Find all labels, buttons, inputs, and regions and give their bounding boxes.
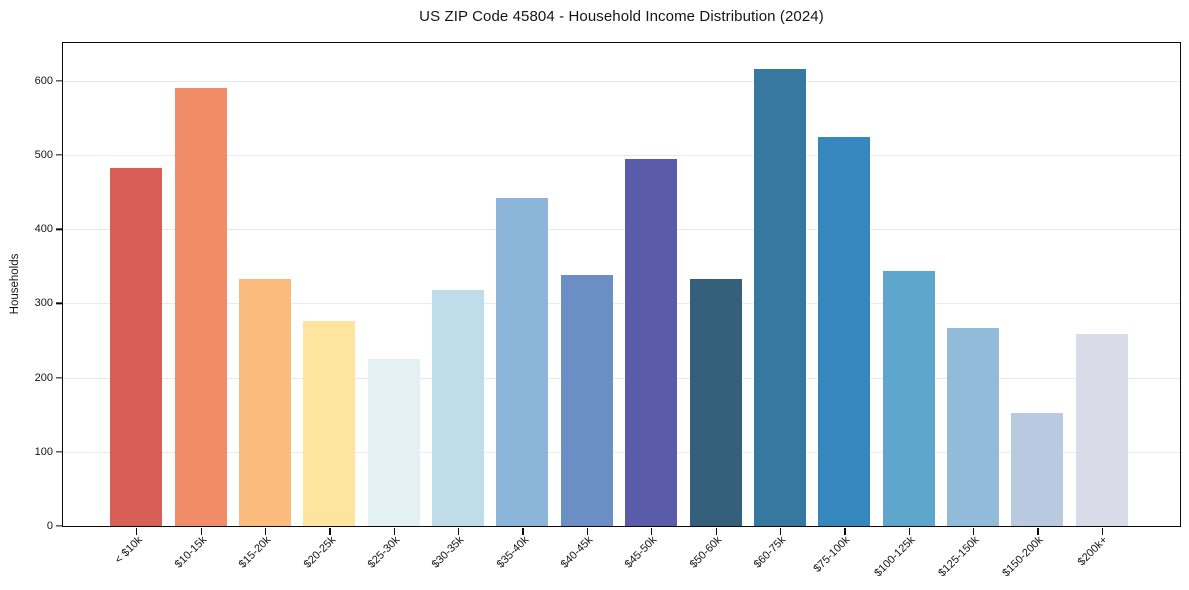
x-tick: [1101, 527, 1104, 535]
bar-slot: $125-150k: [936, 43, 1005, 579]
bar-slot: $15-20k: [233, 43, 297, 571]
x-tick-label: $30-35k: [429, 534, 467, 571]
x-tick: [458, 527, 460, 535]
y-tick: [56, 228, 63, 230]
bar: [174, 87, 227, 526]
bar-slot: $35-40k: [490, 43, 554, 571]
plot-area: < $10k $10-15k $15-20k $20-25k $25-30k $30-35…: [35, 42, 1181, 579]
y-axis-label: Households: [9, 253, 21, 315]
bar-slot: $60-75k: [748, 43, 812, 571]
x-tick-label: $60-75k: [751, 534, 789, 571]
x-tick-label: $100-125k: [871, 534, 918, 580]
gridline: [63, 303, 1180, 305]
x-tick: [1037, 527, 1039, 535]
x-tick-label: $20-25k: [301, 534, 338, 571]
x-tick-label: $125-150k: [936, 534, 982, 580]
bar-slot: $30-35k: [426, 43, 490, 571]
x-tick: [264, 527, 267, 535]
bars-container: < $10k $10-15k $15-20k $20-25k $25-30k $30-35…: [104, 43, 1134, 579]
y-tick: [56, 525, 63, 527]
x-tick: [393, 527, 395, 535]
gridline: [63, 451, 1180, 453]
x-tick-label: $75-100k: [811, 534, 853, 575]
x-tick: [586, 527, 589, 535]
y-tick-label: 600: [34, 74, 53, 87]
y-tick: [56, 376, 63, 379]
y-tick: [56, 80, 63, 82]
bar-slot: $150-200k: [1001, 43, 1069, 579]
x-tick-label: < $10k: [112, 534, 145, 567]
y-tick-label: 200: [34, 371, 53, 384]
bar: [110, 168, 163, 526]
bar-slot: $50-60k: [683, 43, 747, 571]
x-tick-label: $25-30k: [365, 534, 403, 571]
bar: [947, 327, 1000, 526]
y-tick-label: 500: [34, 149, 53, 162]
y-tick-label: 300: [34, 297, 53, 310]
bar: [882, 270, 935, 526]
gridline: [63, 80, 1180, 82]
x-tick: [779, 527, 782, 535]
y-tick-label: 0: [46, 520, 53, 532]
x-tick: [522, 527, 524, 535]
bar-slot: < $10k: [104, 43, 168, 566]
bar: [432, 290, 485, 526]
x-tick-label: $45-50k: [623, 534, 660, 571]
x-tick-label: $35-40k: [494, 534, 531, 571]
bar: [1011, 413, 1064, 526]
x-tick: [844, 527, 846, 535]
bar-slot: $100-125k: [872, 43, 941, 579]
bar: [238, 278, 291, 526]
gridline: [63, 377, 1180, 379]
x-tick-label: $40-45k: [558, 534, 596, 571]
bar: [560, 275, 613, 526]
x-tick-label: $15-20k: [236, 534, 274, 571]
x-tick: [973, 527, 975, 535]
y-tick-label: 100: [34, 445, 53, 458]
gridline: [63, 155, 1180, 157]
y-tick: [56, 154, 63, 156]
gridline: [63, 229, 1180, 231]
bar-slot: $40-45k: [555, 43, 619, 571]
x-tick-label: $150-200k: [1000, 534, 1046, 580]
bar-slot: $75-100k: [812, 43, 876, 575]
x-tick-label: $50-60k: [687, 534, 725, 571]
bar: [753, 68, 806, 526]
x-tick: [715, 527, 717, 535]
x-tick: [908, 527, 910, 535]
y-tick: [56, 302, 63, 305]
bar: [303, 321, 356, 526]
bar: [689, 278, 742, 526]
bar-slot: $10-15k: [168, 43, 232, 571]
bar-slot: $200k+: [1070, 43, 1134, 568]
bar: [367, 359, 420, 526]
bar-slot: $20-25k: [297, 43, 361, 571]
y-tick: [56, 451, 63, 453]
bar: [1075, 333, 1128, 526]
x-tick-label: $10-15k: [172, 534, 210, 571]
bar-slot: $45-50k: [619, 43, 683, 571]
bar: [625, 158, 678, 526]
x-tick-label: $200k+: [1076, 534, 1111, 569]
y-tick-label: 400: [34, 223, 53, 236]
x-tick: [200, 527, 202, 535]
bar: [818, 137, 871, 526]
chart-title: US ZIP Code 45804 - Household Income Dis…: [419, 8, 824, 25]
x-tick: [329, 527, 331, 535]
bar: [496, 198, 549, 526]
x-tick: [136, 527, 138, 535]
x-tick: [651, 527, 653, 535]
bar-slot: $25-30k: [362, 43, 426, 571]
